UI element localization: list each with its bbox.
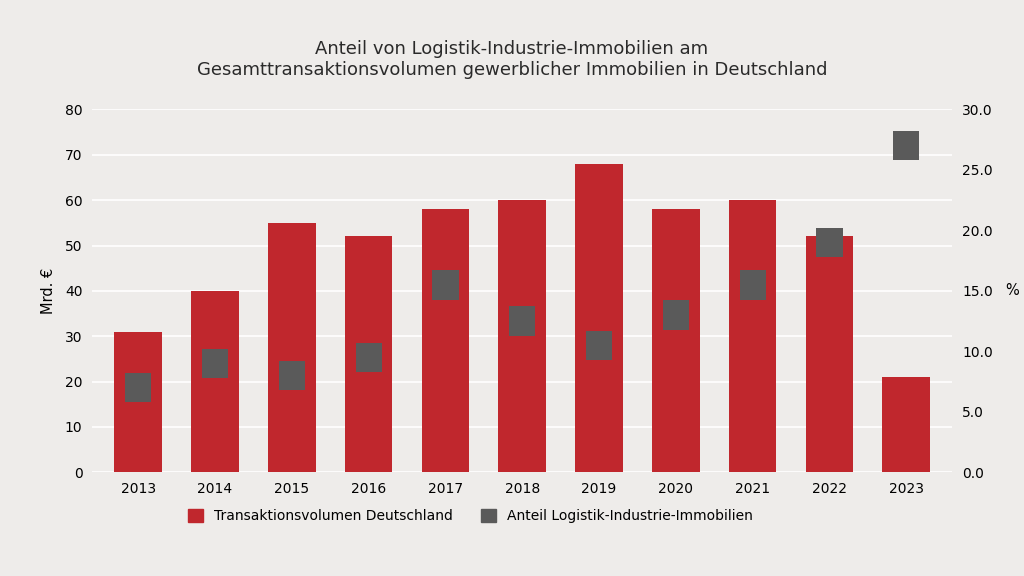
Bar [586, 331, 612, 360]
Bar [191, 291, 239, 472]
Bar [268, 223, 315, 472]
Bar [115, 332, 162, 472]
Bar [883, 377, 930, 472]
Bar [345, 236, 392, 472]
Bar [806, 236, 853, 472]
Bar [422, 209, 469, 472]
Bar [729, 200, 776, 472]
Bar [125, 373, 152, 403]
Bar [739, 270, 766, 300]
Bar [202, 348, 228, 378]
Bar [355, 343, 382, 372]
Bar [652, 209, 699, 472]
Bar [575, 164, 623, 472]
Y-axis label: %: % [1006, 283, 1019, 298]
Legend: Transaktionsvolumen Deutschland, Anteil Logistik-Industrie-Immobilien: Transaktionsvolumen Deutschland, Anteil … [182, 504, 759, 529]
Y-axis label: Mrd. €: Mrd. € [42, 268, 56, 314]
Bar [509, 306, 536, 336]
Bar [893, 131, 920, 161]
Bar [816, 228, 843, 257]
Text: Anteil von Logistik-Industrie-Immobilien am
Gesamttransaktionsvolumen gewerblich: Anteil von Logistik-Industrie-Immobilien… [197, 40, 827, 79]
Bar [279, 361, 305, 391]
Bar [432, 270, 459, 300]
Bar [499, 200, 546, 472]
Bar [663, 300, 689, 330]
